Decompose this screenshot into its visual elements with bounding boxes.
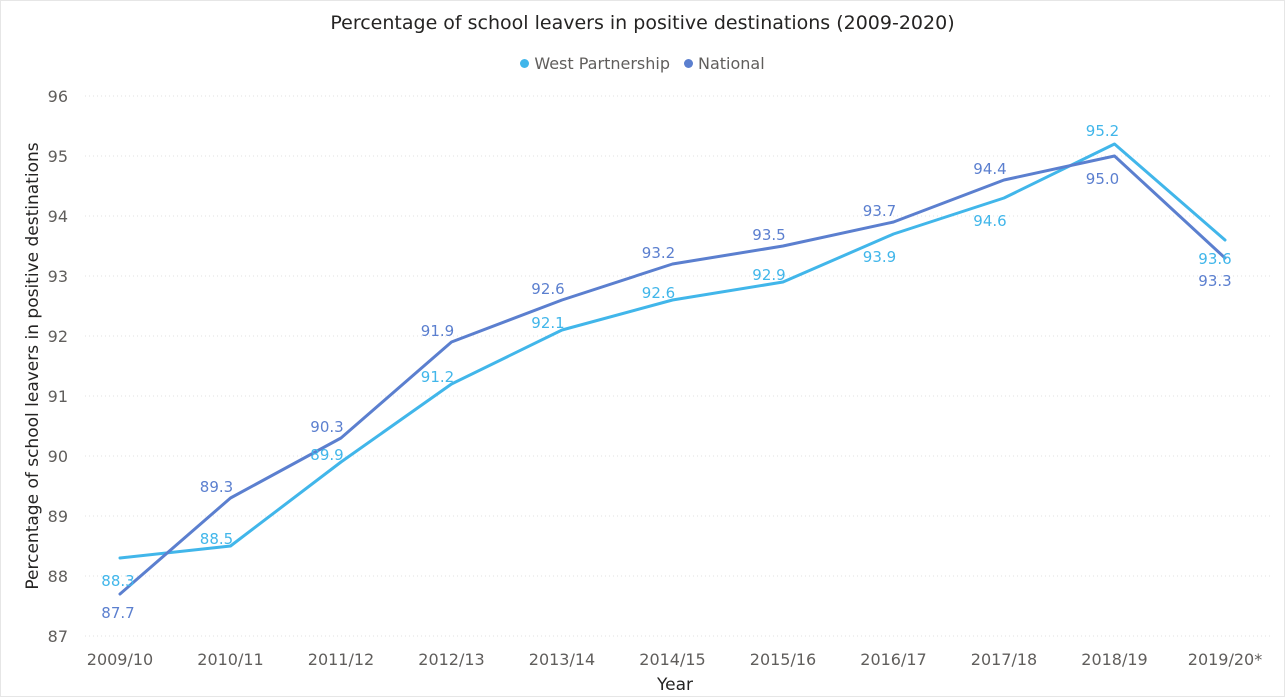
y-tick-label: 95: [48, 147, 68, 166]
legend-label-national: National: [697, 54, 765, 73]
data-label-national: 90.3: [310, 418, 343, 436]
data-label-national: 95.0: [1086, 170, 1119, 188]
data-label-national: 87.7: [101, 604, 134, 622]
series-line-west-partnership: [118, 142, 1227, 560]
chart-title: Percentage of school leavers in positive…: [330, 12, 955, 34]
data-label-national: 92.6: [531, 280, 564, 298]
y-tick-label: 91: [48, 387, 68, 406]
data-label-west-partnership: 88.5: [200, 530, 233, 548]
y-axis-ticks: 87 88 89 90 91 92 93 94 95 96: [48, 87, 68, 646]
data-label-west-partnership: 89.9: [310, 446, 343, 464]
data-label-west-partnership: 92.9: [752, 266, 785, 284]
series-lines: [118, 142, 1227, 596]
x-tick-label: 2010/11: [197, 650, 263, 669]
x-tick-label: 2017/18: [971, 650, 1037, 669]
data-label-west-partnership: 94.6: [973, 212, 1006, 230]
legend-item-west-partnership[interactable]: West Partnership: [520, 54, 670, 73]
data-labels: 88.3 88.5 89.9 91.2 92.1 92.6 92.9 93.9 94.6 95.2…: [101, 122, 1231, 622]
x-axis-title: Year: [656, 675, 693, 695]
data-label-west-partnership: 95.2: [1086, 122, 1119, 140]
y-tick-label: 93: [48, 267, 68, 286]
x-tick-label: 2016/17: [860, 650, 926, 669]
data-label-west-partnership: 92.6: [642, 284, 675, 302]
legend-marker-national: [683, 59, 693, 68]
y-tick-label: 89: [48, 507, 68, 526]
x-axis-ticks: 2009/10 2010/11 2011/12 2012/13 2013/14 2014/…: [87, 650, 1262, 669]
data-label-national: 93.2: [642, 244, 675, 262]
legend: West Partnership National: [0, 54, 1285, 73]
y-axis-title: Percentage of school leavers in positive…: [23, 142, 43, 589]
data-label-west-partnership: 92.1: [531, 314, 564, 332]
legend-label-west-partnership: West Partnership: [534, 54, 670, 73]
x-tick-label: 2018/19: [1081, 650, 1147, 669]
data-label-national: 91.9: [421, 322, 454, 340]
x-tick-label: 2014/15: [639, 650, 705, 669]
data-label-west-partnership: 93.6: [1198, 250, 1231, 268]
x-tick-label: 2015/16: [750, 650, 816, 669]
x-tick-label: 2009/10: [87, 650, 153, 669]
data-label-national: 89.3: [200, 478, 233, 496]
data-label-national: 93.5: [752, 226, 785, 244]
data-label-west-partnership: 93.9: [863, 248, 896, 266]
series-line-national: [118, 154, 1227, 596]
y-tick-label: 88: [48, 567, 68, 586]
legend-item-national[interactable]: National: [683, 54, 765, 73]
y-tick-label: 96: [48, 87, 68, 106]
x-tick-label: 2011/12: [308, 650, 374, 669]
y-tick-label: 92: [48, 327, 68, 346]
data-label-west-partnership: 88.3: [101, 572, 134, 590]
data-label-national: 93.7: [863, 202, 896, 220]
data-label-national: 94.4: [973, 160, 1006, 178]
x-tick-label: 2012/13: [418, 650, 484, 669]
x-tick-label: 2019/20*: [1188, 650, 1262, 669]
legend-marker-west-partnership: [520, 59, 530, 68]
y-tick-label: 90: [48, 447, 68, 466]
data-label-west-partnership: 91.2: [421, 368, 454, 386]
gridlines: [85, 95, 1270, 637]
y-tick-label: 94: [48, 207, 68, 226]
y-tick-label: 87: [48, 627, 68, 646]
x-tick-label: 2013/14: [529, 650, 595, 669]
data-label-national: 93.3: [1198, 272, 1231, 290]
